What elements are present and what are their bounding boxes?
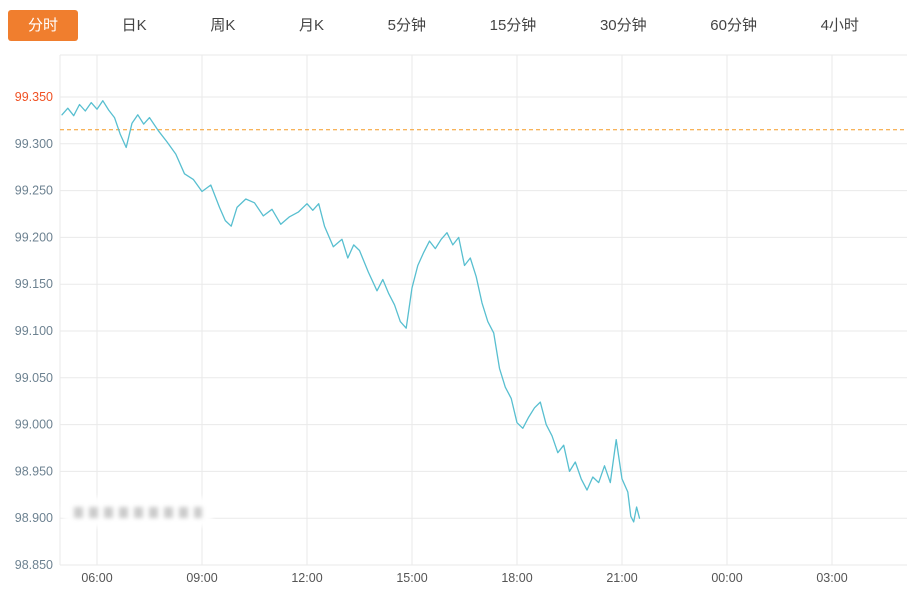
- tab-label: 30分钟: [599, 16, 647, 34]
- tab-timeline[interactable]: 分时: [8, 9, 79, 41]
- tab-label: 日K: [121, 16, 147, 34]
- y-tick-label: 99.050: [15, 371, 53, 385]
- x-tick-label: 03:00: [816, 571, 847, 585]
- tab-label: 60分钟: [710, 16, 757, 34]
- x-tick-label: 12:00: [291, 571, 322, 585]
- tab-4hour[interactable]: 4小时: [801, 10, 879, 41]
- y-tick-label: 99.200: [15, 230, 53, 244]
- x-tick-label: 09:00: [186, 571, 217, 585]
- y-tick-label: 98.850: [15, 558, 53, 572]
- tab-monthly-k[interactable]: 月K: [279, 10, 344, 41]
- tab-60min[interactable]: 60分钟: [690, 10, 777, 41]
- x-tick-label: 00:00: [711, 571, 742, 585]
- tab-label: 5分钟: [387, 16, 426, 34]
- tab-label: 15分钟: [489, 16, 537, 34]
- y-tick-label: 99.150: [15, 277, 53, 291]
- tab-5min[interactable]: 5分钟: [368, 10, 446, 41]
- x-tick-label: 18:00: [501, 571, 532, 585]
- y-tick-label: 98.900: [15, 511, 53, 525]
- tab-label: 分时: [28, 16, 59, 34]
- tab-15min[interactable]: 15分钟: [470, 10, 557, 41]
- tab-weekly-k[interactable]: 周K: [190, 10, 255, 41]
- tab-30min[interactable]: 30分钟: [580, 10, 667, 41]
- tab-label: 4小时: [820, 16, 859, 34]
- tab-label: 月K: [298, 16, 324, 34]
- x-tick-label: 15:00: [396, 571, 427, 585]
- y-tick-label: 98.950: [15, 464, 53, 478]
- x-tick-label: 06:00: [81, 571, 112, 585]
- tab-label: 周K: [210, 16, 236, 34]
- y-tick-label: 99.100: [15, 324, 53, 338]
- price-line: [61, 100, 641, 523]
- y-tick-label: 99.000: [15, 418, 53, 432]
- x-tick-label: 21:00: [606, 571, 637, 585]
- interval-tabbar: 分时 日K 周K 月K 5分钟 15分钟 30分钟 60分钟 4小时: [0, 0, 907, 50]
- tab-daily-k[interactable]: 日K: [102, 10, 167, 41]
- y-tick-label: 99.300: [15, 137, 53, 151]
- y-tick-label: 99.250: [15, 184, 53, 198]
- y-tick-label: 99.350: [15, 90, 53, 104]
